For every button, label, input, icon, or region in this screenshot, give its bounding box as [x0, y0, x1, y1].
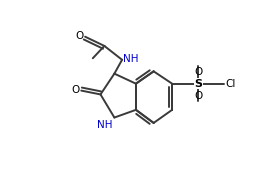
Text: S: S — [194, 79, 202, 89]
Text: O: O — [194, 91, 202, 101]
Text: NH: NH — [97, 120, 113, 130]
Text: O: O — [72, 85, 80, 95]
Text: O: O — [194, 67, 202, 77]
Text: O: O — [75, 31, 84, 41]
Text: Cl: Cl — [225, 79, 236, 89]
Text: NH: NH — [123, 54, 138, 64]
